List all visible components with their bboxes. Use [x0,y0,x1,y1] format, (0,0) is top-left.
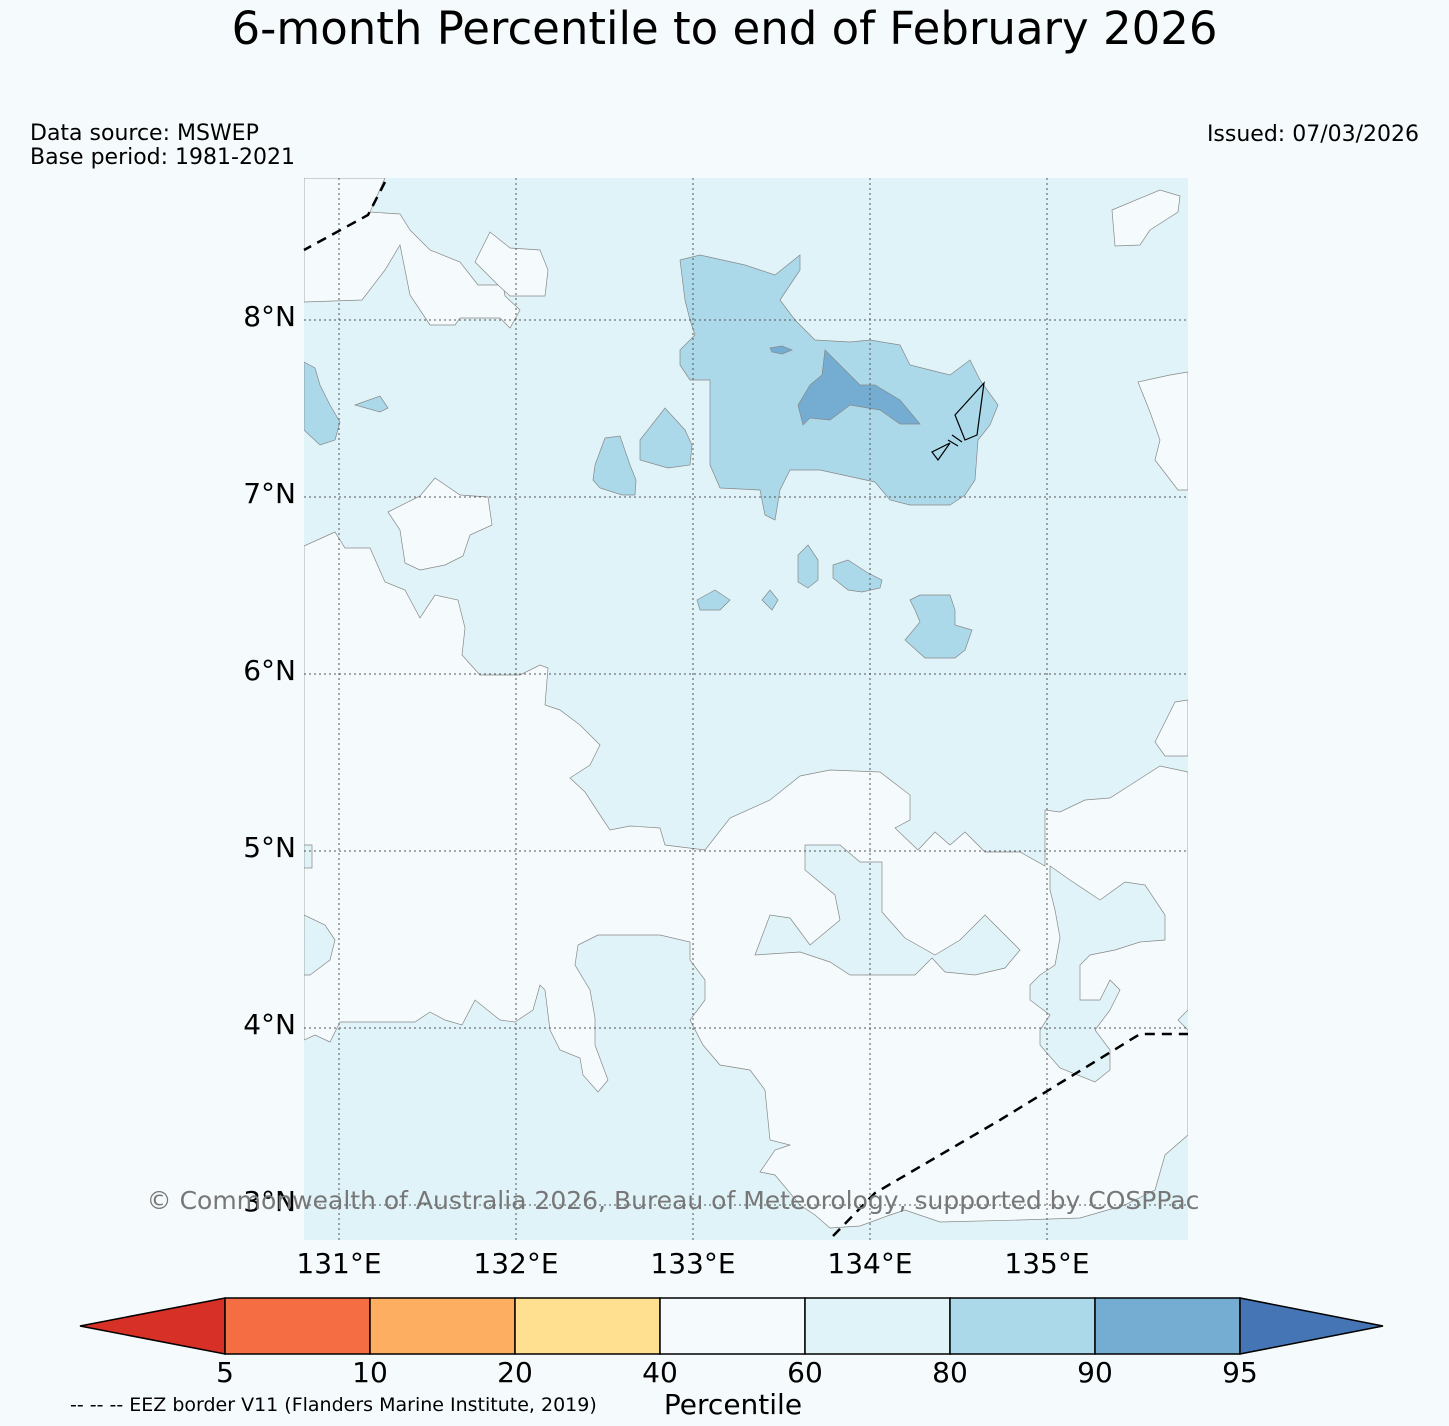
region-60-80-south [304,531,1188,1229]
colorbar-40-60 [659,1297,806,1355]
colorbar-tick-40: 40 [642,1356,678,1389]
region-above-95 [797,349,921,426]
region-80-90-south-inner [754,844,1021,976]
region-90-95-west-edge [304,361,341,446]
colorbar-above-95 [1239,1297,1384,1355]
colorbar-90-95 [1094,1297,1241,1355]
lon-label-135e: 135°E [1004,1247,1090,1280]
data-source-info: Data source: MSWEP Base period: 1981-202… [30,122,295,170]
lat-label-3n: 3°N [243,1185,296,1218]
colorbar-tick-95: 95 [1222,1356,1258,1389]
colorbar-10-20 [369,1297,516,1355]
lat-label-5n: 5°N [243,831,296,864]
region-90-95-small-1 [353,395,389,413]
gridlines [304,178,1188,1240]
colorbar-tick-80: 80 [932,1356,968,1389]
eez-border [303,181,1188,1237]
region-80-90-east-inner [1029,865,1166,1083]
region-90-95-small-2 [639,407,693,469]
region-60-80-northeast [1111,189,1181,247]
map-panel [303,178,1188,1240]
lat-label-7n: 7°N [243,477,296,510]
region-60-80-north-island [474,231,549,297]
lat-label-4n: 4°N [243,1008,296,1041]
lon-label-131e: 131°E [296,1247,382,1280]
colorbar-label: Percentile [663,1388,803,1421]
lat-label-6n: 6°N [243,654,296,687]
lon-label-134e: 134°E [827,1247,913,1280]
lon-label-132e: 132°E [473,1247,559,1280]
region-60-80-northwest [304,178,521,329]
colorbar-20-40 [514,1297,661,1355]
region-60-80-east [1137,371,1188,491]
data-source: Data source: MSWEP [30,121,259,146]
region-90-95-small-8 [904,594,973,659]
colorbar-tick-5: 5 [216,1356,234,1389]
copyright-notice: © Commonwealth of Australia 2026, Bureau… [146,1186,1200,1215]
chart-title: 6-month Percentile to end of February 20… [231,2,1218,55]
region-above-95-small [769,345,793,355]
eez-footnote: -- -- -- EEZ border V11 (Flanders Marine… [70,1394,597,1416]
region-60-80-east-small [1154,699,1188,757]
base-period: Base period: 1981-2021 [30,145,295,170]
issued-date: Issued: 07/03/2026 [1206,122,1419,147]
region-90-95-small-7 [761,589,779,611]
colorbar-tick-90: 90 [1077,1356,1113,1389]
lon-label-133e: 133°E [650,1247,736,1280]
lat-label-8n: 8°N [243,300,296,333]
region-80-90-south-edge [304,844,313,869]
colorbar [79,1297,1384,1355]
colorbar-tick-10: 10 [352,1356,388,1389]
region-90-95-small-4 [797,544,819,589]
colorbar-60-80 [804,1297,951,1355]
colorbar-5-10 [224,1297,371,1355]
region-90-95-small-3 [592,435,637,496]
colorbar-below-5 [79,1297,226,1355]
colorbar-tick-20: 20 [497,1356,533,1389]
colorbar-80-90 [949,1297,1096,1355]
region-90-95-small-6 [696,589,731,611]
region-80-90-south-west [304,914,336,976]
region-60-80-west-patch [387,477,493,571]
island-outline [931,381,985,462]
colorbar-tick-60: 60 [787,1356,823,1389]
